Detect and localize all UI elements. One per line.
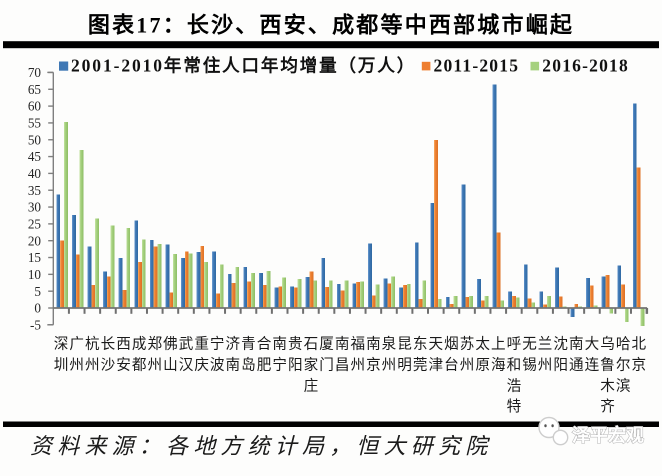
svg-text:苏州: 苏州	[460, 336, 475, 374]
svg-text:重庆: 重庆	[194, 336, 209, 374]
svg-text:长沙: 长沙	[101, 336, 116, 374]
svg-text:资料来源：各地方统计局，恒大研究院: 资料来源：各地方统计局，恒大研究院	[30, 434, 492, 459]
svg-text:西安: 西安	[116, 337, 131, 374]
svg-text:45: 45	[28, 149, 42, 164]
svg-text:东莞: 东莞	[413, 336, 428, 374]
svg-text:贵阳: 贵阳	[288, 336, 303, 374]
svg-text:太原: 太原	[475, 336, 490, 374]
svg-text:20: 20	[28, 233, 42, 248]
svg-text:深圳: 深圳	[54, 336, 69, 374]
svg-text:昆明: 昆明	[397, 337, 412, 374]
svg-text:-5: -5	[30, 317, 41, 332]
svg-text:厦门: 厦门	[319, 337, 334, 374]
svg-text:5: 5	[34, 284, 41, 299]
svg-text:55: 55	[28, 116, 42, 131]
svg-text:南宁: 南宁	[272, 336, 287, 374]
svg-text:60: 60	[28, 99, 42, 114]
svg-text:佛山: 佛山	[163, 336, 178, 374]
svg-text:南昌: 南昌	[335, 336, 350, 374]
svg-text:40: 40	[28, 166, 42, 181]
svg-text:成都: 成都	[132, 336, 147, 374]
svg-text:50: 50	[28, 132, 42, 147]
svg-text:北京: 北京	[631, 336, 646, 374]
svg-text:65: 65	[28, 82, 42, 97]
svg-text:石家庄: 石家庄	[304, 337, 319, 395]
svg-text:济南: 济南	[226, 336, 241, 374]
svg-text:宁波: 宁波	[210, 336, 225, 374]
svg-text:烟台: 烟台	[444, 336, 459, 374]
svg-text:青岛: 青岛	[241, 336, 256, 374]
svg-text:大连: 大连	[585, 336, 600, 374]
svg-text:10: 10	[28, 267, 42, 282]
svg-text:2001-2010年常住人口年均增量（万人）: 2001-2010年常住人口年均增量（万人）	[71, 56, 416, 76]
svg-text:35: 35	[28, 183, 42, 198]
svg-text:福州: 福州	[350, 336, 365, 374]
svg-text:上海: 上海	[491, 336, 506, 374]
svg-text:15: 15	[28, 250, 42, 265]
svg-text:郑州: 郑州	[147, 336, 162, 374]
svg-text:图表17：长沙、西安、成都等中西部城市崛起: 图表17：长沙、西安、成都等中西部城市崛起	[88, 13, 574, 38]
svg-text:呼和浩特: 呼和浩特	[507, 336, 522, 416]
svg-text:南京: 南京	[366, 336, 381, 374]
svg-text:2011-2015: 2011-2015	[434, 56, 520, 76]
svg-text:杭州: 杭州	[85, 336, 100, 374]
svg-text:泉州: 泉州	[382, 336, 397, 374]
svg-text:南通: 南通	[569, 336, 584, 374]
svg-text:70: 70	[28, 65, 42, 80]
svg-text:0: 0	[34, 301, 41, 316]
svg-text:沈阳: 沈阳	[553, 336, 568, 374]
svg-text:30: 30	[28, 200, 42, 215]
svg-text:泽平宏观: 泽平宏观	[572, 425, 644, 446]
svg-text:合肥: 合肥	[257, 336, 272, 374]
svg-text:2016-2018: 2016-2018	[542, 56, 629, 76]
svg-text:广州: 广州	[69, 336, 84, 374]
svg-text:兰州: 兰州	[538, 336, 553, 374]
svg-text:天津: 天津	[429, 337, 444, 374]
svg-text:无锡: 无锡	[522, 337, 537, 374]
svg-text:25: 25	[28, 216, 42, 231]
svg-text:乌鲁木齐: 乌鲁木齐	[600, 336, 615, 416]
svg-text:武汉: 武汉	[179, 336, 194, 374]
svg-text:哈尔滨: 哈尔滨	[616, 336, 631, 395]
